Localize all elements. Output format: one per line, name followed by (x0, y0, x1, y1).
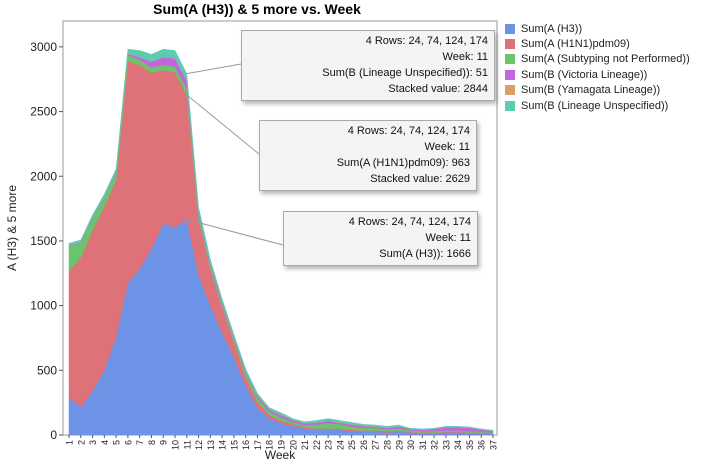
x-tick-label: 37 (489, 440, 499, 450)
area-series-6[interactable] (68, 48, 494, 432)
legend-swatch (505, 85, 515, 96)
x-tick-label: 27 (371, 440, 381, 450)
y-tick-label: 2500 (30, 105, 57, 119)
legend-label: Sum(A (H3)) (521, 22, 583, 35)
x-tick-label: 18 (265, 440, 275, 450)
tooltip-value: 1666 (446, 248, 471, 260)
tooltip-label: Sum(A (H3)): (379, 248, 444, 260)
x-tick-label: 11 (182, 440, 192, 449)
x-tick-label: 4 (100, 440, 110, 445)
x-tick-label: 25 (347, 440, 357, 450)
x-tick-label: 13 (206, 440, 216, 450)
tooltip-label: Sum(A (H1N1)pdm09): (336, 157, 449, 169)
legend-item[interactable]: Sum(B (Lineage Unspecified)) (505, 98, 690, 113)
tooltip-rows: 4 Rows: 24, 74, 124, 174 (348, 216, 471, 228)
tooltip-h1n1: 4 Rows: 24, 74, 124, 174 Week: 11 Sum(A … (259, 120, 477, 191)
x-tick-label: 26 (359, 440, 369, 450)
y-tick-label: 500 (37, 363, 57, 377)
area-layer (68, 48, 494, 436)
y-tick-label: 1000 (30, 299, 57, 313)
y-tick-label: 2000 (30, 169, 57, 183)
tooltip-leader-line (186, 218, 284, 246)
tooltip-value: 2629 (445, 173, 470, 185)
x-tick-label: 10 (171, 440, 181, 450)
legend-label: Sum(A (Subtyping not Performed)) (521, 53, 690, 66)
legend-label: Sum(A (H1N1)pdm09) (521, 38, 630, 51)
x-tick-label: 15 (229, 440, 239, 450)
legend-label: Sum(B (Yamagata Lineage)) (521, 84, 661, 97)
legend-swatch (505, 39, 515, 50)
x-tick-label: 28 (383, 440, 393, 450)
tooltip-week: Week: 11 (425, 232, 471, 244)
x-tick-label: 19 (277, 440, 287, 450)
x-tick-label: 14 (218, 440, 228, 450)
chart-title: Sum(A (H3)) & 5 more vs. Week (153, 1, 361, 17)
legend-swatch (505, 54, 515, 65)
x-tick-label: 35 (465, 440, 475, 450)
tooltip-lineage-unspecified: 4 Rows: 24, 74, 124, 174 Week: 11 Sum(B … (241, 30, 495, 101)
tooltip-leader-line (186, 94, 260, 155)
x-tick-label: 1 (65, 440, 75, 445)
x-tick-label: 23 (324, 440, 334, 450)
tooltip-label: Stacked value: (388, 83, 461, 95)
x-tick-label: 6 (123, 440, 133, 445)
tooltip-value: 51 (475, 67, 488, 79)
tooltip-week: Week: 11 (424, 141, 470, 153)
x-tick-label: 21 (300, 440, 310, 450)
x-tick-label: 2 (76, 440, 86, 445)
legend-swatch (505, 69, 515, 80)
legend-item[interactable]: Sum(A (H3)) (505, 21, 690, 36)
x-tick-label: 8 (147, 440, 157, 445)
legend-label: Sum(B (Lineage Unspecified)) (521, 99, 669, 112)
x-tick-label: 36 (477, 440, 487, 450)
tooltip-value: 2844 (463, 83, 488, 95)
x-tick-label: 34 (453, 440, 463, 450)
legend-label: Sum(B (Victoria Lineage)) (521, 68, 648, 81)
y-axis-label: A (H3) & 5 more (5, 185, 19, 271)
legend-item[interactable]: Sum(A (Subtyping not Performed)) (505, 52, 690, 67)
x-tick-label: 20 (288, 440, 298, 450)
x-tick-label: 17 (253, 440, 263, 450)
legend-swatch (505, 23, 515, 34)
x-tick-label: 29 (394, 440, 404, 450)
y-tick-label: 3000 (30, 40, 57, 54)
x-tick-label: 31 (418, 440, 428, 450)
x-tick-label: 5 (112, 440, 122, 445)
x-axis-label: Week (265, 448, 296, 462)
legend-swatch (505, 100, 515, 111)
tooltip-rows: 4 Rows: 24, 74, 124, 174 (347, 125, 470, 137)
x-tick-label: 16 (241, 440, 251, 450)
tooltip-week: Week: 11 (442, 51, 488, 63)
x-tick-label: 33 (441, 440, 451, 450)
legend-item[interactable]: Sum(A (H1N1)pdm09) (505, 36, 690, 51)
x-tick-label: 9 (159, 440, 169, 445)
tooltip-h3: 4 Rows: 24, 74, 124, 174 Week: 11 Sum(A … (283, 211, 478, 266)
x-tick-label: 30 (406, 440, 416, 450)
x-tick-label: 24 (335, 440, 345, 450)
tooltip-leader-line (186, 63, 242, 75)
x-tick-label: 3 (88, 440, 98, 445)
legend: Sum(A (H3)) Sum(A (H1N1)pdm09) Sum(A (Subt… (505, 21, 690, 113)
leader-lines (186, 63, 284, 246)
legend-item[interactable]: Sum(B (Victoria Lineage)) (505, 67, 690, 82)
tooltip-rows: 4 Rows: 24, 74, 124, 174 (365, 35, 488, 47)
x-tick-label: 32 (430, 440, 440, 450)
x-tick-label: 7 (135, 440, 145, 445)
tooltip-label: Stacked value: (370, 173, 443, 185)
x-tick-label: 22 (312, 440, 322, 450)
y-tick-label: 0 (50, 428, 57, 442)
legend-item[interactable]: Sum(B (Yamagata Lineage)) (505, 83, 690, 98)
tooltip-value: 963 (451, 157, 470, 169)
tooltip-label: Sum(B (Lineage Unspecified)): (322, 67, 473, 79)
y-tick-label: 1500 (30, 234, 57, 248)
x-tick-label: 12 (194, 440, 204, 450)
